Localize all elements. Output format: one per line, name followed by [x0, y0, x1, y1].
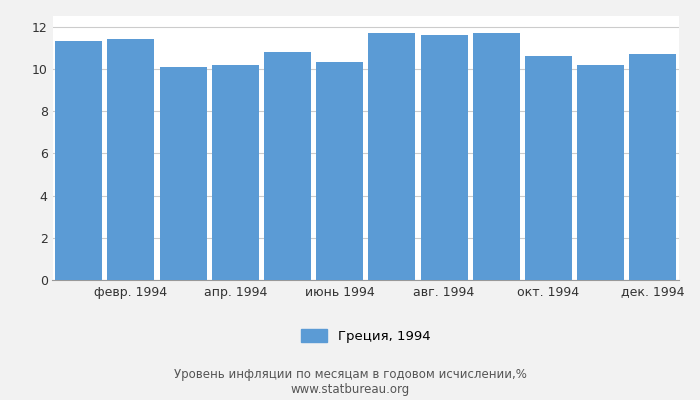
Text: www.statbureau.org: www.statbureau.org [290, 383, 410, 396]
Bar [55, 41, 102, 280]
Bar [211, 64, 259, 280]
Bar [473, 33, 520, 280]
Text: Уровень инфляции по месяцам в годовом исчислении,%: Уровень инфляции по месяцам в годовом ис… [174, 368, 526, 381]
Bar [368, 33, 415, 280]
Bar [160, 67, 206, 280]
Bar [629, 54, 676, 280]
Bar [578, 64, 624, 280]
Bar [316, 62, 363, 280]
Bar [421, 35, 468, 280]
Bar [107, 39, 154, 280]
Legend: Греция, 1994: Греция, 1994 [301, 329, 430, 343]
Bar [264, 52, 311, 280]
Bar [525, 56, 572, 280]
